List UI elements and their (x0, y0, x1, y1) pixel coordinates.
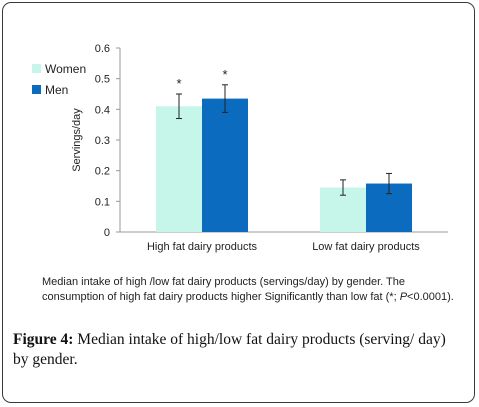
caption-text: Median intake of high/low fat dairy prod… (13, 331, 446, 368)
x-tick-label: High fat dairy products (147, 241, 258, 253)
legend: Women Men (32, 62, 86, 97)
significance-marker: * (222, 67, 227, 82)
caption-label: Figure 4: (13, 331, 74, 348)
y-tick-label: 0.5 (95, 74, 110, 86)
y-axis-label: Servings/day (71, 108, 83, 172)
y-tick-label: 0.1 (95, 196, 110, 208)
note-p-symbol: P (399, 291, 408, 303)
y-tick-label: 0.6 (95, 43, 110, 55)
bar-women-0 (156, 106, 202, 232)
note-text: Median intake of high /low fat dairy pro… (42, 276, 405, 303)
y-tick-label: 0.2 (95, 166, 110, 178)
legend-swatch-women (32, 64, 41, 73)
legend-swatch-men (32, 85, 41, 94)
y-ticks: 0 0.1 0.2 0.3 0.4 0.5 0.6 (95, 43, 120, 239)
bars: ** (156, 67, 412, 232)
significance-marker: * (176, 76, 181, 91)
chart-note: Median intake of high /low fat dairy pro… (42, 275, 462, 305)
x-tick-labels: High fat dairy products Low fat dairy pro… (147, 241, 420, 253)
bar-men-0 (202, 98, 248, 232)
x-tick-label: Low fat dairy products (312, 241, 420, 253)
legend-label-women: Women (45, 62, 86, 76)
y-tick-label: 0.4 (95, 104, 110, 116)
legend-label-men: Men (45, 83, 68, 97)
y-tick-label: 0.3 (95, 135, 110, 147)
y-tick-label: 0 (104, 227, 110, 239)
figure-caption: Figure 4: Median intake of high/low fat … (13, 330, 465, 370)
note-p-value: <0.0001). (407, 291, 454, 303)
